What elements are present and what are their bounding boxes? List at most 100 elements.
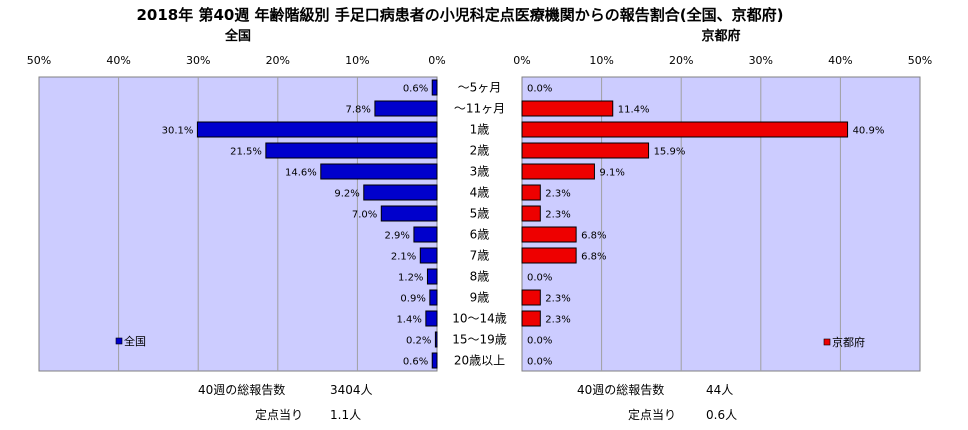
left-data-labels: 0.6% 7.8% 30.1% 21.5% 14.6% 9.2% 7.0% 2.9% 2.1% 1…	[162, 84, 432, 368]
right-data-label: 0.0%	[527, 336, 552, 347]
right-subtitle: 京都府	[701, 28, 740, 44]
left-data-label: 7.8%	[346, 105, 371, 116]
left-legend: 全国	[115, 334, 146, 348]
right-plot-background	[521, 76, 921, 372]
age-category-label: 10～14歳	[452, 312, 507, 326]
right-tick-label: 40%	[828, 54, 852, 67]
right-tick-label: 50%	[908, 54, 932, 67]
age-category-label: ～5ヶ月	[458, 81, 502, 95]
age-category-label: 6歳	[470, 228, 490, 242]
left-data-label: 9.2%	[334, 189, 359, 200]
right-legend: 京都府	[823, 335, 865, 349]
left-data-label: 14.6%	[285, 168, 317, 179]
left-data-label: 1.4%	[396, 315, 421, 326]
right-bar	[521, 100, 614, 117]
right-data-label: 0.0%	[527, 273, 552, 284]
left-bar	[196, 121, 438, 138]
right-data-label: 2.3%	[545, 210, 570, 221]
right-data-label: 2.3%	[545, 189, 570, 200]
left-data-label: 0.2%	[406, 336, 431, 347]
left-data-label: 2.1%	[391, 252, 416, 263]
left-data-label: 1.2%	[398, 273, 423, 284]
age-category-label: 3歳	[470, 165, 490, 179]
right-footer: 40週の総報告数 44人 定点当り 0.6人	[577, 382, 737, 422]
age-category-labels: ～5ヶ月 ～11ヶ月 1歳 2歳 3歳 4歳 5歳 6歳 7歳 8歳 9歳 10～14歳 15～19歳 2…	[452, 81, 507, 368]
right-tick-label: 0%	[513, 54, 530, 67]
chart-title: 2018年 第40週 年齢階級別 手足口病患者の小児科定点医療機関からの報告割合…	[136, 6, 783, 24]
right-plot-area: 0.0% 11.4% 40.9% 15.9% 9.1% 2.3% 2.3% 6.8% 6.8% 0…	[521, 76, 921, 372]
left-bar	[431, 352, 438, 369]
left-bar	[363, 184, 438, 201]
left-tick-label: 40%	[106, 54, 130, 67]
right-bar	[521, 205, 541, 222]
left-bar	[265, 142, 438, 159]
right-bar	[521, 310, 541, 327]
age-category-label: 20歳以上	[454, 354, 505, 368]
right-bar	[521, 226, 577, 243]
age-category-label: 2歳	[470, 144, 490, 158]
left-data-label: 30.1%	[162, 126, 194, 137]
left-rate-label: 定点当り	[255, 407, 303, 422]
right-bar	[521, 184, 541, 201]
right-total-label: 40週の総報告数	[577, 382, 664, 397]
right-data-label: 6.8%	[581, 231, 606, 242]
right-data-label: 9.1%	[599, 168, 624, 179]
right-rate-label: 定点当り	[628, 407, 676, 422]
age-category-label: 5歳	[470, 207, 490, 221]
left-footer: 40週の総報告数 3404人 定点当り 1.1人	[198, 382, 373, 422]
right-total-value: 44人	[706, 383, 733, 397]
right-x-axis-ticks: 0% 10% 20% 30% 40% 50%	[513, 54, 932, 67]
left-data-label: 7.0%	[352, 210, 377, 221]
right-data-label: 2.3%	[545, 315, 570, 326]
right-tick-label: 10%	[589, 54, 613, 67]
age-category-label: 9歳	[470, 291, 490, 305]
left-bars	[196, 79, 438, 369]
age-category-label: 7歳	[470, 249, 490, 263]
left-bar	[374, 100, 438, 117]
left-data-label: 21.5%	[230, 147, 262, 158]
left-bar	[419, 247, 438, 264]
right-data-label: 0.0%	[527, 357, 552, 368]
left-rate-value: 1.1人	[330, 408, 361, 422]
left-bar	[429, 289, 438, 306]
left-bar	[426, 268, 438, 285]
age-category-label: 1歳	[470, 123, 490, 137]
left-x-axis-ticks: 50% 40% 30% 20% 10% 0%	[27, 54, 446, 67]
right-tick-label: 20%	[669, 54, 693, 67]
right-bar	[521, 163, 595, 180]
left-bar	[413, 226, 438, 243]
age-category-label: 4歳	[470, 186, 490, 200]
left-bar	[434, 331, 438, 348]
left-tick-label: 20%	[266, 54, 290, 67]
left-data-label: 0.9%	[400, 294, 425, 305]
left-data-label: 0.6%	[403, 357, 428, 368]
left-subtitle: 全国	[224, 28, 251, 44]
age-category-label: 15～19歳	[452, 333, 507, 347]
left-data-label: 2.9%	[385, 231, 410, 242]
right-bar	[521, 247, 577, 264]
left-tick-label: 0%	[428, 54, 445, 67]
left-tick-label: 10%	[345, 54, 369, 67]
right-data-label: 0.0%	[527, 84, 552, 95]
left-bar	[380, 205, 438, 222]
age-category-label: ～11ヶ月	[454, 102, 505, 116]
right-data-label: 15.9%	[654, 147, 686, 158]
left-bar	[320, 163, 438, 180]
right-bar	[521, 142, 650, 159]
left-plot-background	[38, 76, 438, 372]
left-total-label: 40週の総報告数	[198, 382, 285, 397]
left-bar	[425, 310, 438, 327]
right-bar	[521, 289, 541, 306]
right-rate-value: 0.6人	[706, 408, 737, 422]
left-tick-label: 50%	[27, 54, 51, 67]
right-data-label: 2.3%	[545, 294, 570, 305]
right-bars	[521, 100, 849, 327]
left-data-label: 0.6%	[403, 84, 428, 95]
right-legend-swatch	[823, 338, 831, 346]
right-bar	[521, 121, 849, 138]
left-legend-label: 全国	[124, 334, 146, 348]
right-data-label: 6.8%	[581, 252, 606, 263]
left-total-value: 3404人	[330, 383, 373, 397]
right-data-label: 11.4%	[618, 105, 650, 116]
